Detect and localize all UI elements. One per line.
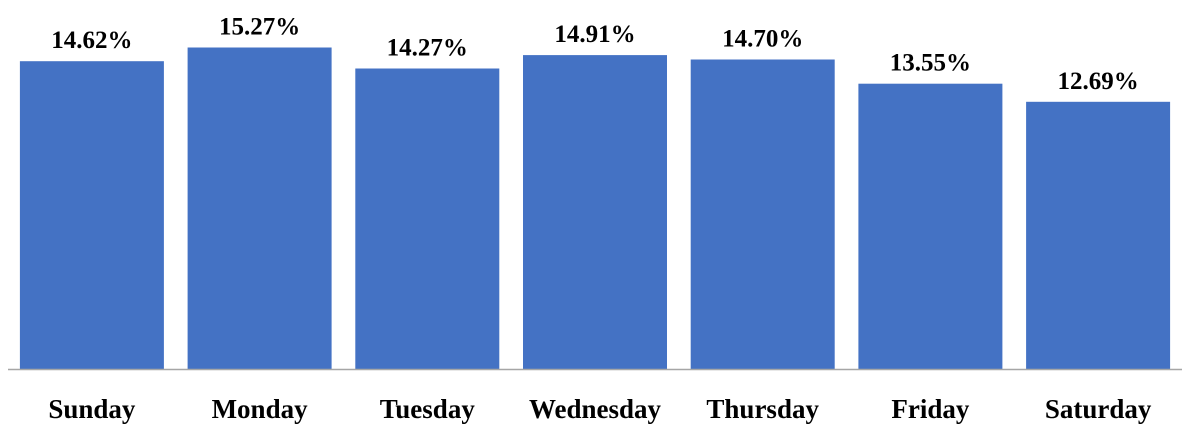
data-label-saturday: 12.69% xyxy=(1057,68,1138,95)
x-tick-label-monday: Monday xyxy=(212,394,309,424)
data-label-monday: 15.27% xyxy=(219,14,300,41)
bar-friday xyxy=(858,83,1003,369)
bar-sunday xyxy=(19,61,164,369)
data-label-wednesday: 14.91% xyxy=(554,21,635,48)
data-labels-group: 14.62% 15.27% 14.27% 14.91% 14.70% 13.55% 12.6… xyxy=(51,14,1138,95)
x-tick-label-wednesday: Wednesday xyxy=(529,394,662,424)
x-tick-label-sunday: Sunday xyxy=(48,394,136,424)
data-label-thursday: 14.70% xyxy=(722,26,803,53)
x-tick-label-friday: Friday xyxy=(891,394,969,424)
data-label-friday: 13.55% xyxy=(890,50,971,77)
bar-tuesday xyxy=(355,68,500,369)
bars-group xyxy=(19,47,1171,370)
x-tick-label-tuesday: Tuesday xyxy=(380,394,476,424)
bar-thursday xyxy=(690,59,835,369)
data-label-sunday: 14.62% xyxy=(51,27,132,54)
bar-saturday xyxy=(1026,101,1171,370)
data-label-tuesday: 14.27% xyxy=(387,35,468,62)
x-tick-labels-group: Sunday Monday Tuesday Wednesday Thursday Frid… xyxy=(48,394,1151,424)
x-tick-label-thursday: Thursday xyxy=(706,394,819,424)
x-tick-label-saturday: Saturday xyxy=(1045,394,1152,424)
bar-monday xyxy=(187,47,332,369)
bar-wednesday xyxy=(523,55,667,369)
